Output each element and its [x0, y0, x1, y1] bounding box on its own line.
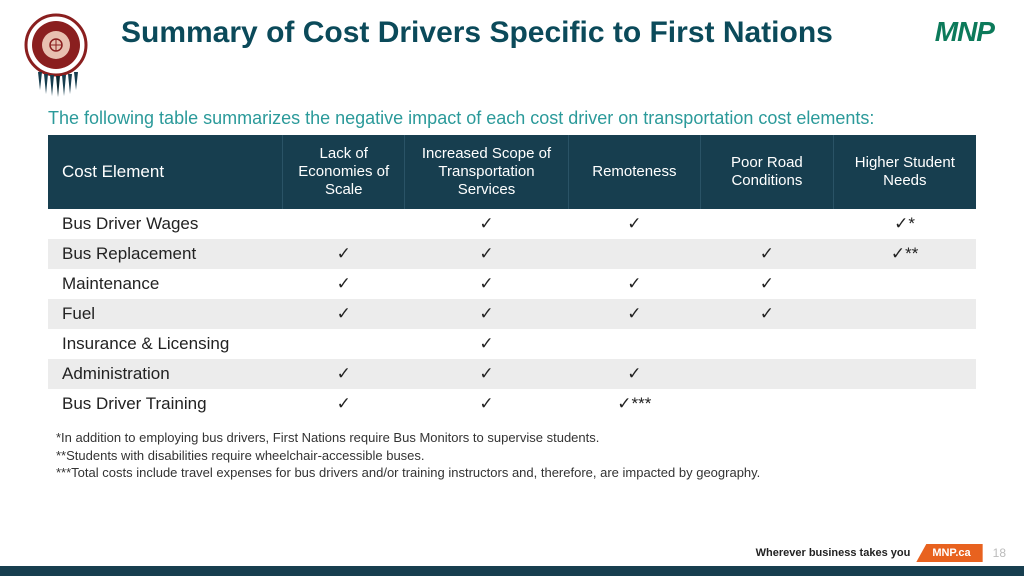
table-cell: ✓	[405, 299, 568, 329]
table-cell: ✓	[568, 359, 701, 389]
table-cell: ✓	[568, 209, 701, 239]
table-header-cell: Remoteness	[568, 135, 701, 209]
table-cell	[833, 389, 976, 419]
slide: Summary of Cost Drivers Specific to Firs…	[0, 0, 1024, 576]
footer-tagline: Wherever business takes you	[756, 547, 911, 559]
table-row: Bus Driver Training✓✓✓***	[48, 389, 976, 419]
table-cell: ✓	[405, 269, 568, 299]
table-body: Bus Driver Wages✓✓✓*Bus Replacement✓✓✓✓*…	[48, 209, 976, 419]
table-cell	[701, 209, 834, 239]
table-header-cell: Lack of Economies of Scale	[283, 135, 405, 209]
table-cell: ✓**	[833, 239, 976, 269]
intro-text: The following table summarizes the negat…	[0, 100, 1024, 135]
table-cell	[283, 209, 405, 239]
table-header-cell: Poor Road Conditions	[701, 135, 834, 209]
row-label: Bus Driver Training	[48, 389, 283, 419]
table-cell	[568, 329, 701, 359]
footnote: *In addition to employing bus drivers, F…	[56, 429, 976, 447]
table-cell: ✓	[405, 389, 568, 419]
table-cell	[833, 299, 976, 329]
footer-right: Wherever business takes you MNP.ca 18	[756, 544, 1006, 562]
table-cell: ✓	[405, 329, 568, 359]
table-cell: ✓	[405, 209, 568, 239]
table-cell: ✓	[283, 389, 405, 419]
table-row: Bus Driver Wages ✓✓ ✓*	[48, 209, 976, 239]
row-label: Administration	[48, 359, 283, 389]
page-number: 18	[993, 546, 1006, 560]
table-cell: ✓***	[568, 389, 701, 419]
footnote: **Students with disabilities require whe…	[56, 447, 976, 465]
table-cell: ✓	[283, 359, 405, 389]
mnp-logo: MNP	[884, 10, 994, 48]
table-header-cell: Increased Scope of Transportation Servic…	[405, 135, 568, 209]
afn-logo	[18, 10, 93, 100]
table-cell: ✓	[701, 299, 834, 329]
table-cell	[701, 359, 834, 389]
table-header-row: Cost ElementLack of Economies of ScaleIn…	[48, 135, 976, 209]
table-cell: ✓	[701, 239, 834, 269]
table-cell: ✓*	[833, 209, 976, 239]
table-row: Insurance & Licensing ✓	[48, 329, 976, 359]
page-title: Summary of Cost Drivers Specific to Firs…	[93, 10, 884, 51]
table-cell: ✓	[568, 299, 701, 329]
table-cell: ✓	[405, 239, 568, 269]
table-cell	[701, 389, 834, 419]
table-row: Bus Replacement✓✓✓✓**	[48, 239, 976, 269]
table-cell: ✓	[283, 299, 405, 329]
footer-link[interactable]: MNP.ca	[916, 544, 982, 562]
table-cell	[833, 329, 976, 359]
table-row: Fuel✓✓✓✓	[48, 299, 976, 329]
footnote: ***Total costs include travel expenses f…	[56, 464, 976, 482]
table-container: Cost ElementLack of Economies of ScaleIn…	[0, 135, 1024, 419]
table-header-cell: Higher Student Needs	[833, 135, 976, 209]
table-cell: ✓	[405, 359, 568, 389]
row-label: Bus Driver Wages	[48, 209, 283, 239]
table-row: Maintenance✓✓✓✓	[48, 269, 976, 299]
table-cell	[833, 269, 976, 299]
table-cell	[833, 359, 976, 389]
footer-bar	[0, 566, 1024, 576]
row-label: Insurance & Licensing	[48, 329, 283, 359]
table-cell: ✓	[283, 269, 405, 299]
cost-drivers-table: Cost ElementLack of Economies of ScaleIn…	[48, 135, 976, 419]
row-label: Fuel	[48, 299, 283, 329]
table-header-cell: Cost Element	[48, 135, 283, 209]
table-cell	[283, 329, 405, 359]
row-label: Maintenance	[48, 269, 283, 299]
table-cell	[568, 239, 701, 269]
table-row: Administration✓✓✓	[48, 359, 976, 389]
header: Summary of Cost Drivers Specific to Firs…	[0, 0, 1024, 100]
row-label: Bus Replacement	[48, 239, 283, 269]
table-cell: ✓	[283, 239, 405, 269]
table-cell: ✓	[701, 269, 834, 299]
table-cell: ✓	[568, 269, 701, 299]
footnotes: *In addition to employing bus drivers, F…	[0, 419, 1024, 482]
table-cell	[701, 329, 834, 359]
